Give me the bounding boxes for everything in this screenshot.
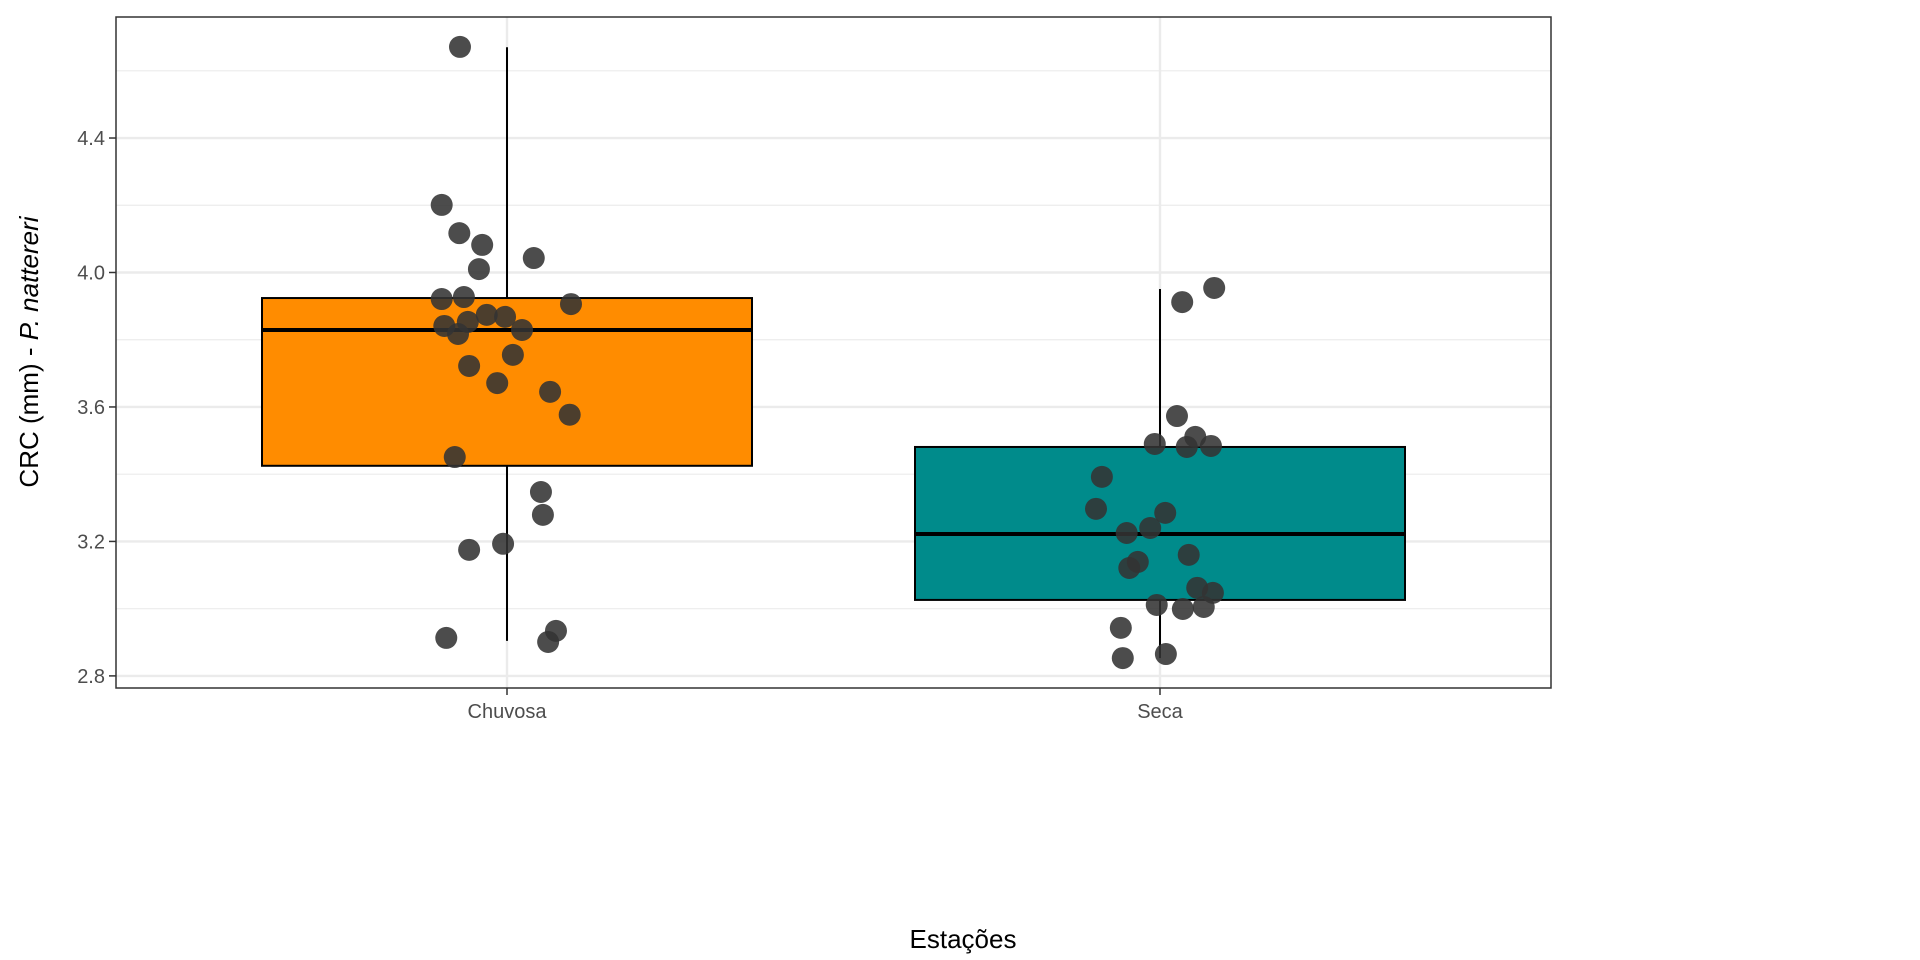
data-point bbox=[475, 303, 498, 326]
x-tick-label: Chuvosa bbox=[468, 701, 548, 723]
data-point bbox=[1154, 643, 1177, 666]
data-point bbox=[458, 354, 481, 377]
data-point bbox=[1171, 597, 1194, 620]
data-point bbox=[511, 318, 534, 341]
data-point bbox=[1175, 435, 1198, 458]
y-axis-title-prefix: CRC (mm) - bbox=[14, 340, 44, 487]
data-point bbox=[1090, 465, 1113, 488]
data-point bbox=[458, 538, 481, 561]
data-point bbox=[1139, 516, 1162, 539]
x-tick-label: Seca bbox=[1137, 701, 1183, 723]
data-point bbox=[1115, 522, 1138, 545]
data-point bbox=[1199, 434, 1222, 457]
data-point bbox=[1111, 647, 1134, 670]
data-point bbox=[1165, 405, 1188, 428]
data-point bbox=[1145, 593, 1168, 616]
panel-border bbox=[115, 16, 1552, 689]
data-point bbox=[559, 293, 582, 316]
data-point bbox=[467, 258, 490, 281]
y-axis-title-species: P. nattereri bbox=[14, 215, 44, 340]
y-tick-label: 4.0 bbox=[77, 262, 105, 284]
y-tick-label: 3.2 bbox=[77, 531, 105, 553]
data-point bbox=[452, 286, 475, 309]
data-point bbox=[529, 481, 552, 504]
data-point bbox=[492, 532, 515, 555]
data-point bbox=[494, 305, 517, 328]
x-axis-title: Estações bbox=[910, 924, 1017, 954]
data-point bbox=[486, 372, 509, 395]
data-point bbox=[522, 247, 545, 270]
data-point bbox=[430, 193, 453, 216]
y-tick-label: 4.4 bbox=[77, 128, 105, 150]
data-point bbox=[471, 233, 494, 256]
data-point bbox=[1109, 616, 1132, 639]
data-points bbox=[430, 35, 1226, 670]
y-tick-label: 3.6 bbox=[77, 397, 105, 419]
data-point bbox=[1177, 543, 1200, 566]
y-axis-title: CRC (mm) - P. nattereri bbox=[14, 215, 44, 487]
data-point bbox=[1203, 276, 1226, 299]
axis-ticks: 2.8 3.2 3.6 4.0 4.4 Chuvosa Seca bbox=[77, 128, 1183, 723]
data-point bbox=[435, 626, 458, 649]
data-point bbox=[447, 323, 470, 346]
y-tick-label: 2.8 bbox=[77, 666, 105, 688]
data-point bbox=[1143, 432, 1166, 455]
data-point bbox=[1118, 556, 1141, 579]
data-point bbox=[430, 288, 453, 311]
data-point bbox=[537, 630, 560, 653]
data-point bbox=[1154, 501, 1177, 524]
data-point bbox=[1171, 291, 1194, 314]
data-point bbox=[1085, 497, 1108, 520]
data-point bbox=[501, 343, 524, 366]
data-point bbox=[448, 222, 471, 245]
data-point bbox=[1192, 595, 1215, 618]
data-point bbox=[531, 503, 554, 526]
data-point bbox=[443, 446, 466, 469]
data-point bbox=[448, 35, 471, 58]
data-point bbox=[539, 380, 562, 403]
data-point bbox=[558, 403, 581, 426]
